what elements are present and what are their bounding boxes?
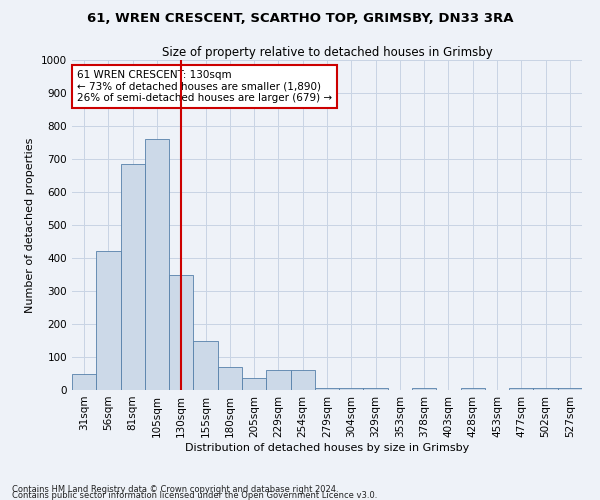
Text: Contains public sector information licensed under the Open Government Licence v3: Contains public sector information licen… <box>12 490 377 500</box>
Bar <box>533 388 558 390</box>
Bar <box>364 388 388 390</box>
Bar <box>461 388 485 390</box>
X-axis label: Distribution of detached houses by size in Grimsby: Distribution of detached houses by size … <box>185 442 469 452</box>
Bar <box>121 164 145 390</box>
Bar <box>412 388 436 390</box>
Text: Contains HM Land Registry data © Crown copyright and database right 2024.: Contains HM Land Registry data © Crown c… <box>12 484 338 494</box>
Bar <box>145 139 169 390</box>
Bar <box>242 378 266 390</box>
Bar <box>339 388 364 390</box>
Bar <box>96 252 121 390</box>
Bar <box>290 370 315 390</box>
Title: Size of property relative to detached houses in Grimsby: Size of property relative to detached ho… <box>161 46 493 59</box>
Text: 61, WREN CRESCENT, SCARTHO TOP, GRIMSBY, DN33 3RA: 61, WREN CRESCENT, SCARTHO TOP, GRIMSBY,… <box>87 12 513 26</box>
Bar <box>169 274 193 390</box>
Bar <box>315 388 339 390</box>
Bar <box>509 388 533 390</box>
Bar <box>558 388 582 390</box>
Bar <box>72 374 96 390</box>
Bar <box>218 367 242 390</box>
Bar <box>193 340 218 390</box>
Y-axis label: Number of detached properties: Number of detached properties <box>25 138 35 312</box>
Bar <box>266 370 290 390</box>
Text: 61 WREN CRESCENT: 130sqm
← 73% of detached houses are smaller (1,890)
26% of sem: 61 WREN CRESCENT: 130sqm ← 73% of detach… <box>77 70 332 103</box>
